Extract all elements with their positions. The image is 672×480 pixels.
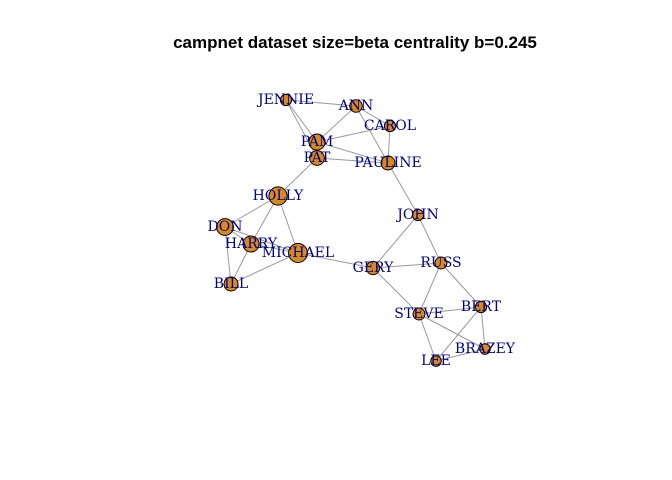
node-label-harry: HARRY [225,236,278,252]
node-pauline [380,155,396,171]
node-label-michael: MICHAEL [262,245,334,261]
edge-jennie-ann [285,99,357,107]
node-gery [365,260,381,276]
nodes-layer [216,93,491,367]
node-label-ann: ANN [338,98,374,114]
node-label-carol: CAROL [364,118,416,134]
node-john [411,208,425,222]
node-bert [474,300,488,314]
node-ann [349,99,363,113]
node-holly [268,186,288,206]
node-don [216,218,234,236]
edge-bert-lee [435,306,482,362]
plot-title: campnet dataset size=beta centrality b=0… [173,33,537,52]
node-bill [223,276,239,292]
edge-steve-brazey [418,313,486,350]
edge-pauline-john [387,162,419,216]
edge-pam-pauline [316,141,389,164]
edge-russ-bert [440,262,482,308]
edge-gery-john [372,214,419,269]
edge-michael-gery [297,252,374,269]
node-michael [288,243,308,263]
edge-holly-don [224,195,279,228]
edge-john-russ [417,214,442,264]
edge-ann-pauline [355,105,389,164]
node-steve [412,307,426,321]
edge-michael-bill [230,252,299,285]
edge-gery-steve [372,267,420,315]
node-label-bill: BILL [214,276,248,292]
node-label-pauline: PAULINE [354,155,421,171]
node-label-steve: STEVE [394,306,443,322]
node-label-russ: RUSS [420,255,461,271]
edge-don-michael [224,226,299,254]
edge-jennie-pam [285,99,318,143]
node-label-pam: PAM [301,134,334,150]
edge-steve-lee [418,313,437,362]
node-carol [383,119,397,133]
node-label-don: DON [208,219,243,235]
edge-brazey-lee [435,348,486,362]
edges-layer [224,99,486,362]
node-label-lee: LEE [421,353,451,369]
edge-steve-bert [418,306,482,315]
edge-don-bill [224,226,232,285]
edge-pat-pauline [316,157,389,164]
node-label-pat: PAT [304,150,331,166]
node-lee [430,355,442,367]
node-label-gery: GERY [353,260,395,276]
edge-bert-brazey [480,306,486,350]
edge-russ-steve [418,262,442,315]
edge-holly-michael [277,195,299,254]
node-brazey [479,343,491,355]
node-pam [308,133,326,151]
node-label-holly: HOLLY [253,188,304,204]
node-russ [434,256,448,270]
node-label-jennie: JENNIE [256,92,314,108]
node-label-brazey: BRAZEY [455,341,516,357]
node-label-bert: BERT [461,299,502,315]
node-harry [242,235,260,253]
edge-ann-pam [316,105,357,143]
node-label-john: JOHN [395,207,439,223]
edge-gery-russ [372,262,442,269]
node-jennie [279,93,293,107]
edge-carol-pam [316,125,391,143]
node-pat [309,150,325,166]
